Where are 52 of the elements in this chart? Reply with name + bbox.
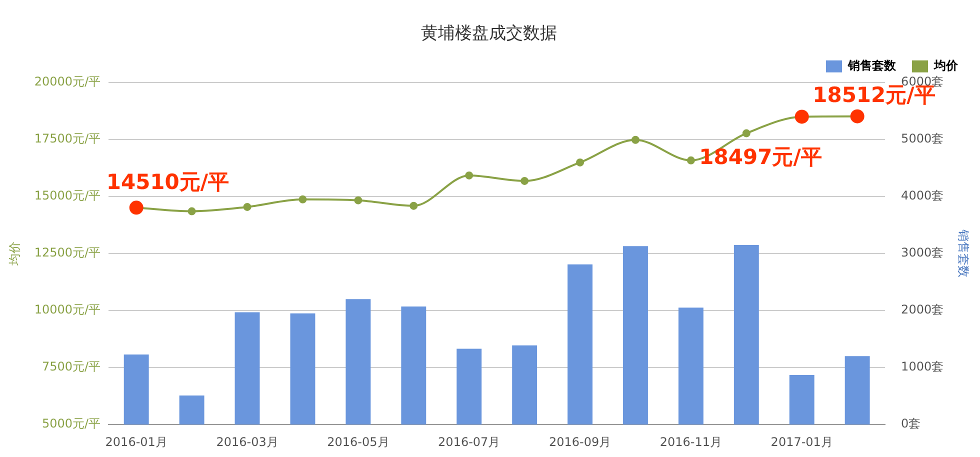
bar: [234, 312, 260, 425]
legend-label: 销售套数: [847, 58, 897, 73]
point: [631, 136, 640, 144]
point: [686, 156, 695, 164]
point: [520, 176, 529, 185]
legend-label: 均价: [933, 58, 959, 73]
y-tick-label: 17500元/平: [34, 132, 101, 146]
point: [410, 202, 418, 210]
x-tick-label: 2017-01月: [770, 434, 833, 449]
point: [576, 158, 584, 166]
point: [188, 207, 196, 216]
point: [298, 195, 307, 204]
bar: [734, 244, 759, 425]
bar: [124, 354, 149, 425]
y-axis-title: 均价: [7, 242, 22, 266]
bar: [789, 374, 814, 425]
y-tick-label: 5000元/平: [42, 416, 101, 431]
chart-title: 黄埔楼盘成交数据: [421, 24, 557, 44]
bar: [623, 246, 648, 425]
point: [465, 171, 474, 180]
y-tick-label: 7500元/平: [42, 360, 101, 374]
x-tick-label: 2016-05月: [327, 434, 390, 449]
y2-tick-label: 4000套: [901, 188, 944, 203]
bar: [568, 264, 593, 425]
bar: [290, 313, 316, 425]
y2-tick-label: 1000套: [901, 360, 944, 374]
x-tick-label: 2016-11月: [660, 434, 722, 449]
bar: [678, 308, 704, 425]
bar: [346, 299, 371, 425]
y2-tick-label: 0套: [901, 416, 921, 431]
y-tick-label: 20000元/平: [34, 74, 101, 89]
point: [742, 129, 750, 138]
x-tick-label: 2016-01月: [105, 434, 168, 449]
y-tick-label: 15000元/平: [34, 188, 101, 203]
bar: [401, 306, 426, 425]
y-tick-label: 12500元/平: [34, 246, 101, 260]
y2-axis-title: 销售套数: [956, 228, 971, 278]
y-tick-label: 10000元/平: [34, 302, 101, 317]
data-label: 14510元/平: [106, 170, 230, 194]
data-label: 18497元/平: [699, 145, 822, 170]
x-tick-label: 2016-07月: [438, 434, 500, 449]
y2-tick-label: 5000套: [901, 132, 944, 146]
y2-tick-label: 3000套: [901, 246, 944, 260]
x-tick-label: 2016-09月: [548, 434, 612, 449]
bar: [179, 396, 204, 425]
x-tick-label: 2016-03月: [216, 434, 278, 449]
bar: [512, 345, 538, 425]
point: [354, 196, 362, 204]
y2-tick-label: 2000套: [901, 302, 944, 317]
bar: [456, 348, 482, 425]
point: [243, 202, 252, 211]
bar: [844, 356, 870, 425]
